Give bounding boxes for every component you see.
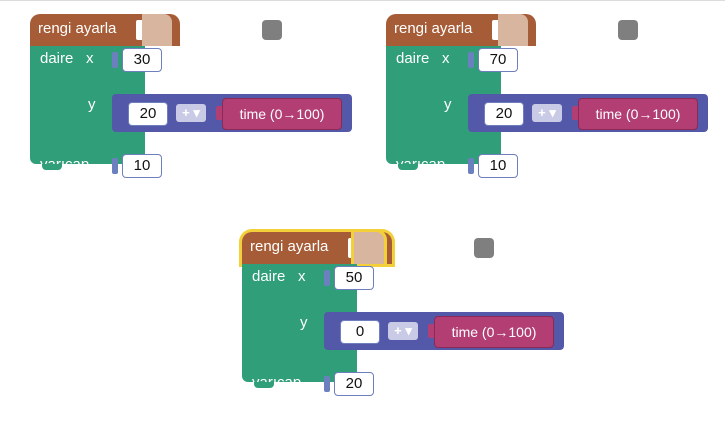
radius-value-field[interactable]: 10 bbox=[122, 154, 162, 178]
operator-dropdown[interactable]: + ▾ bbox=[532, 104, 562, 122]
time-label: time (0→100) bbox=[595, 106, 681, 122]
color-input-socket[interactable] bbox=[498, 14, 638, 46]
plus-operation-block[interactable]: 20 + ▾ time (0→100) bbox=[468, 94, 708, 132]
color-input-socket[interactable] bbox=[142, 14, 282, 46]
y-left-field[interactable]: 20 bbox=[484, 102, 524, 126]
operator-dropdown[interactable]: + ▾ bbox=[176, 104, 206, 122]
circle-label: daire bbox=[396, 50, 430, 67]
x-plug bbox=[112, 52, 118, 68]
set-color-block[interactable]: rengi ayarla bbox=[242, 232, 494, 264]
radius-label: yarıçap bbox=[40, 156, 90, 173]
time-block[interactable]: time (0→100) bbox=[434, 316, 554, 348]
circle-label: daire bbox=[252, 268, 286, 285]
color-input-socket[interactable] bbox=[354, 232, 494, 264]
radius-plug bbox=[324, 376, 330, 392]
radius-value-field[interactable]: 10 bbox=[478, 154, 518, 178]
color-swatch[interactable] bbox=[618, 20, 638, 40]
x-value-field[interactable]: 50 bbox=[334, 266, 374, 290]
x-value-field[interactable]: 70 bbox=[478, 48, 518, 72]
circle-label: daire bbox=[40, 50, 74, 67]
color-input-notch bbox=[492, 20, 500, 40]
x-label: x bbox=[442, 50, 450, 67]
chevron-down-icon: ▾ bbox=[405, 323, 412, 338]
color-input-notch bbox=[348, 238, 356, 258]
y-left-field[interactable]: 0 bbox=[340, 320, 380, 344]
radius-label: yarıçap bbox=[252, 374, 302, 391]
y-label: y bbox=[88, 96, 96, 113]
x-label: x bbox=[86, 50, 94, 67]
set-color-block[interactable]: rengi ayarla bbox=[386, 14, 638, 46]
time-plug bbox=[428, 324, 436, 338]
color-swatch[interactable] bbox=[474, 238, 494, 258]
chevron-down-icon: ▾ bbox=[193, 105, 200, 120]
chevron-down-icon: ▾ bbox=[549, 105, 556, 120]
circle-block[interactable]: daire x 50 y 0 + ▾ time (0→100) yarıçap … bbox=[242, 264, 564, 396]
set-color-label: rengi ayarla bbox=[394, 20, 473, 37]
operator-dropdown[interactable]: + ▾ bbox=[388, 322, 418, 340]
block-program-2[interactable]: rengi ayarla daire x 70 y 20 + ▾ time (0… bbox=[386, 14, 725, 204]
time-plug bbox=[572, 106, 580, 120]
time-plug bbox=[216, 106, 224, 120]
set-color-block[interactable]: rengi ayarla bbox=[30, 14, 282, 46]
radius-value-field[interactable]: 20 bbox=[334, 372, 374, 396]
plus-operation-block[interactable]: 0 + ▾ time (0→100) bbox=[324, 312, 564, 350]
top-divider bbox=[0, 0, 725, 1]
plus-icon: + bbox=[538, 105, 546, 120]
time-label: time (0→100) bbox=[239, 106, 325, 122]
circle-block[interactable]: daire x 70 y 20 + ▾ time (0→100) yarıçap… bbox=[386, 46, 708, 178]
y-label: y bbox=[444, 96, 452, 113]
radius-plug bbox=[112, 158, 118, 174]
time-block[interactable]: time (0→100) bbox=[578, 98, 698, 130]
plus-icon: + bbox=[182, 105, 190, 120]
y-label: y bbox=[300, 314, 308, 331]
radius-label: yarıçap bbox=[396, 156, 446, 173]
radius-plug bbox=[468, 158, 474, 174]
color-input-notch bbox=[136, 20, 144, 40]
x-plug bbox=[324, 270, 330, 286]
y-left-field[interactable]: 20 bbox=[128, 102, 168, 126]
x-label: x bbox=[298, 268, 306, 285]
set-color-label: rengi ayarla bbox=[250, 238, 329, 255]
color-swatch[interactable] bbox=[262, 20, 282, 40]
time-block[interactable]: time (0→100) bbox=[222, 98, 342, 130]
block-program-1[interactable]: rengi ayarla daire x 30 y 20 + ▾ time (0… bbox=[30, 14, 370, 204]
circle-block[interactable]: daire x 30 y 20 + ▾ time (0→100) yarıçap… bbox=[30, 46, 352, 178]
x-value-field[interactable]: 30 bbox=[122, 48, 162, 72]
plus-operation-block[interactable]: 20 + ▾ time (0→100) bbox=[112, 94, 352, 132]
set-color-label: rengi ayarla bbox=[38, 20, 117, 37]
x-plug bbox=[468, 52, 474, 68]
plus-icon: + bbox=[394, 323, 402, 338]
block-program-3[interactable]: rengi ayarla daire x 50 y 0 + ▾ time (0→… bbox=[242, 232, 582, 422]
time-label: time (0→100) bbox=[451, 324, 537, 340]
